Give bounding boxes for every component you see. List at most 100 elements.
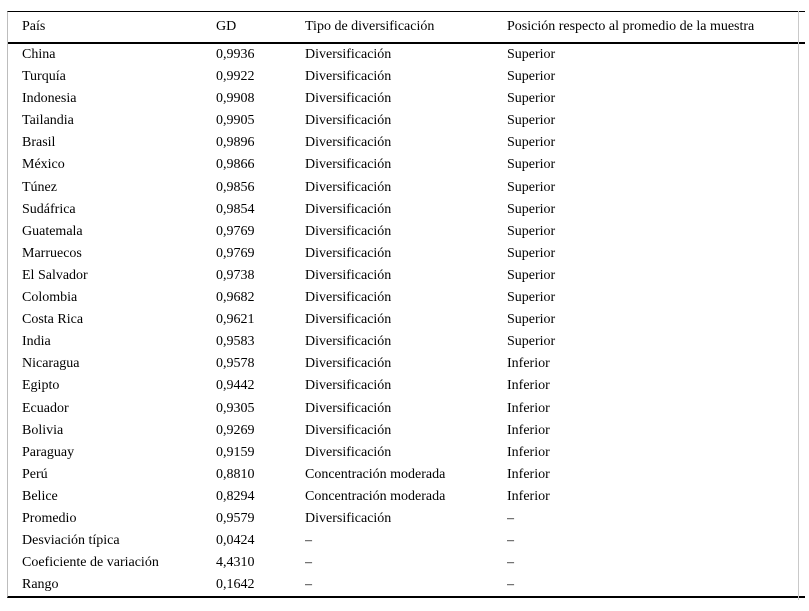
table-header: País GD Tipo de diversificación Posición… <box>8 12 805 44</box>
table-row: Rango 0,1642 – – <box>8 574 805 596</box>
table-row: Tailandia 0,9905 Diversificación Superior <box>8 110 805 132</box>
table-row: México 0,9866 Diversificación Superior <box>8 154 805 176</box>
cell-country: Costa Rica <box>22 312 84 328</box>
table-row: Ecuador 0,9305 Diversificación Inferior <box>8 398 805 420</box>
cell-gd: 0,9856 <box>216 179 255 195</box>
table-row: Costa Rica 0,9621 Diversificación Superior <box>8 309 805 331</box>
table-row: Desviación típica 0,0424 – – <box>8 530 805 552</box>
cell-position: Superior <box>507 135 556 151</box>
cell-country: México <box>22 157 65 173</box>
table-row: Indonesia 0,9908 Diversificación Superior <box>8 88 805 110</box>
header-row: País GD Tipo de diversificación Posición… <box>8 12 805 44</box>
table-row: Marruecos 0,9769 Diversificación Superior <box>8 243 805 265</box>
cell-country: India <box>22 334 51 350</box>
cell-position: – <box>507 510 514 526</box>
table-row: Turquía 0,9922 Diversificación Superior <box>8 66 805 88</box>
cell-type: Diversificación <box>305 201 392 217</box>
cell-type: Diversificación <box>305 378 392 394</box>
cell-position: Superior <box>507 201 556 217</box>
cell-gd: 0,1642 <box>216 577 255 593</box>
cell-gd: 0,9922 <box>216 69 255 85</box>
cell-position: Superior <box>507 47 556 62</box>
cell-position: Superior <box>507 69 556 85</box>
column-header-type: Tipo de diversificación <box>305 12 507 44</box>
cell-gd: 0,9159 <box>216 444 255 460</box>
cell-gd: 0,9905 <box>216 113 255 129</box>
column-header-country: País <box>8 12 216 44</box>
cell-type: Diversificación <box>305 356 392 372</box>
table-row: Guatemala 0,9769 Diversificación Superior <box>8 221 805 243</box>
cell-country: Promedio <box>22 510 77 526</box>
cell-country: Coeficiente de variación <box>22 555 159 571</box>
cell-gd: 0,9621 <box>216 312 255 328</box>
table-row: Brasil 0,9896 Diversificación Superior <box>8 132 805 154</box>
cell-type: – <box>305 533 312 549</box>
cell-country: Guatemala <box>22 223 83 239</box>
cell-position: Superior <box>507 312 556 328</box>
cell-type: Diversificación <box>305 444 392 460</box>
cell-type: Diversificación <box>305 157 392 173</box>
cell-gd: 0,9305 <box>216 400 255 416</box>
diversification-table: País GD Tipo de diversificación Posición… <box>7 11 805 599</box>
cell-country: Túnez <box>22 179 57 195</box>
cell-position: Superior <box>507 267 556 283</box>
cell-gd: 0,9908 <box>216 91 255 107</box>
data-table: País GD Tipo de diversificación Posición… <box>8 12 805 596</box>
cell-position: Inferior <box>507 378 550 394</box>
table-row: China 0,9936 Diversificación Superior <box>8 43 805 66</box>
cell-type: Concentración moderada <box>305 488 446 504</box>
cell-gd: 0,9769 <box>216 245 255 261</box>
cell-country: Perú <box>22 466 48 482</box>
cell-country: Brasil <box>22 135 56 151</box>
cell-country: Paraguay <box>22 444 75 460</box>
cell-position: Superior <box>507 245 556 261</box>
table-row: Egipto 0,9442 Diversificación Inferior <box>8 375 805 397</box>
cell-position: – <box>507 533 514 549</box>
cell-type: Diversificación <box>305 179 392 195</box>
cell-country: Bolivia <box>22 422 64 438</box>
table-row: Paraguay 0,9159 Diversificación Inferior <box>8 442 805 464</box>
cell-gd: 0,9579 <box>216 510 255 526</box>
cell-country: Desviación típica <box>22 533 120 549</box>
cell-position: Inferior <box>507 356 550 372</box>
cell-country: Rango <box>22 577 59 593</box>
cell-type: Diversificación <box>305 47 392 62</box>
cell-gd: 0,9583 <box>216 334 255 350</box>
cell-type: Diversificación <box>305 267 392 283</box>
cell-gd: 0,9578 <box>216 356 255 372</box>
cell-position: Inferior <box>507 444 550 460</box>
cell-position: Superior <box>507 223 556 239</box>
cell-type: Diversificación <box>305 312 392 328</box>
column-header-position: Posición respecto al promedio de la mues… <box>507 12 805 44</box>
cell-position: Superior <box>507 113 556 129</box>
cell-position: Inferior <box>507 488 550 504</box>
cell-position: Superior <box>507 179 556 195</box>
cell-position: Inferior <box>507 422 550 438</box>
cell-gd: 0,9854 <box>216 201 255 217</box>
cell-type: Diversificación <box>305 245 392 261</box>
cell-gd: 0,9269 <box>216 422 255 438</box>
table-row: Promedio 0,9579 Diversificación – <box>8 508 805 530</box>
cell-type: – <box>305 577 312 593</box>
cell-gd: 0,9442 <box>216 378 255 394</box>
cell-gd: 0,9936 <box>216 47 255 62</box>
cell-type: Diversificación <box>305 69 392 85</box>
table-row: Perú 0,8810 Concentración moderada Inferior <box>8 464 805 486</box>
cell-country: Sudáfrica <box>22 201 76 217</box>
table-body: China 0,9936 Diversificación Superior Turquí… <box>8 43 805 596</box>
cell-gd: 0,8810 <box>216 466 255 482</box>
cell-country: China <box>22 47 56 62</box>
cell-type: Diversificación <box>305 422 392 438</box>
table-row: Túnez 0,9856 Diversificación Superior <box>8 177 805 199</box>
cell-position: Superior <box>507 91 556 107</box>
cell-country: Belice <box>22 488 58 504</box>
cell-type: Diversificación <box>305 223 392 239</box>
cell-gd: 0,9896 <box>216 135 255 151</box>
table-row: Colombia 0,9682 Diversificación Superior <box>8 287 805 309</box>
cell-country: Egipto <box>22 378 60 394</box>
table-row: Coeficiente de variación 4,4310 – – <box>8 552 805 574</box>
cell-type: Concentración moderada <box>305 466 446 482</box>
cell-gd: 0,8294 <box>216 488 255 504</box>
column-header-gd: GD <box>216 12 305 44</box>
cell-country: Ecuador <box>22 400 69 416</box>
